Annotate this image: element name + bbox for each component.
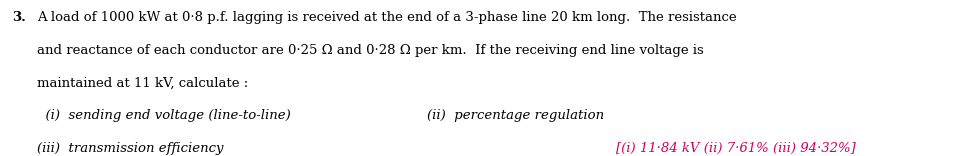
Text: A load of 1000 kW at 0·8 p.f. lagging is received at the end of a 3-phase line 2: A load of 1000 kW at 0·8 p.f. lagging is… bbox=[37, 11, 735, 24]
Text: (i)  sending end voltage (line-to-line): (i) sending end voltage (line-to-line) bbox=[37, 109, 291, 122]
Text: maintained at 11 kV, calculate :: maintained at 11 kV, calculate : bbox=[37, 76, 248, 89]
Text: 3.: 3. bbox=[12, 11, 25, 24]
Text: (ii)  percentage regulation: (ii) percentage regulation bbox=[426, 109, 604, 122]
Text: [(i) 11·84 kV (ii) 7·61% (iii) 94·32%]: [(i) 11·84 kV (ii) 7·61% (iii) 94·32%] bbox=[615, 142, 855, 155]
Text: and reactance of each conductor are 0·25 Ω and 0·28 Ω per km.  If the receiving : and reactance of each conductor are 0·25… bbox=[37, 44, 703, 57]
Text: (iii)  transmission efficiency: (iii) transmission efficiency bbox=[37, 142, 223, 155]
